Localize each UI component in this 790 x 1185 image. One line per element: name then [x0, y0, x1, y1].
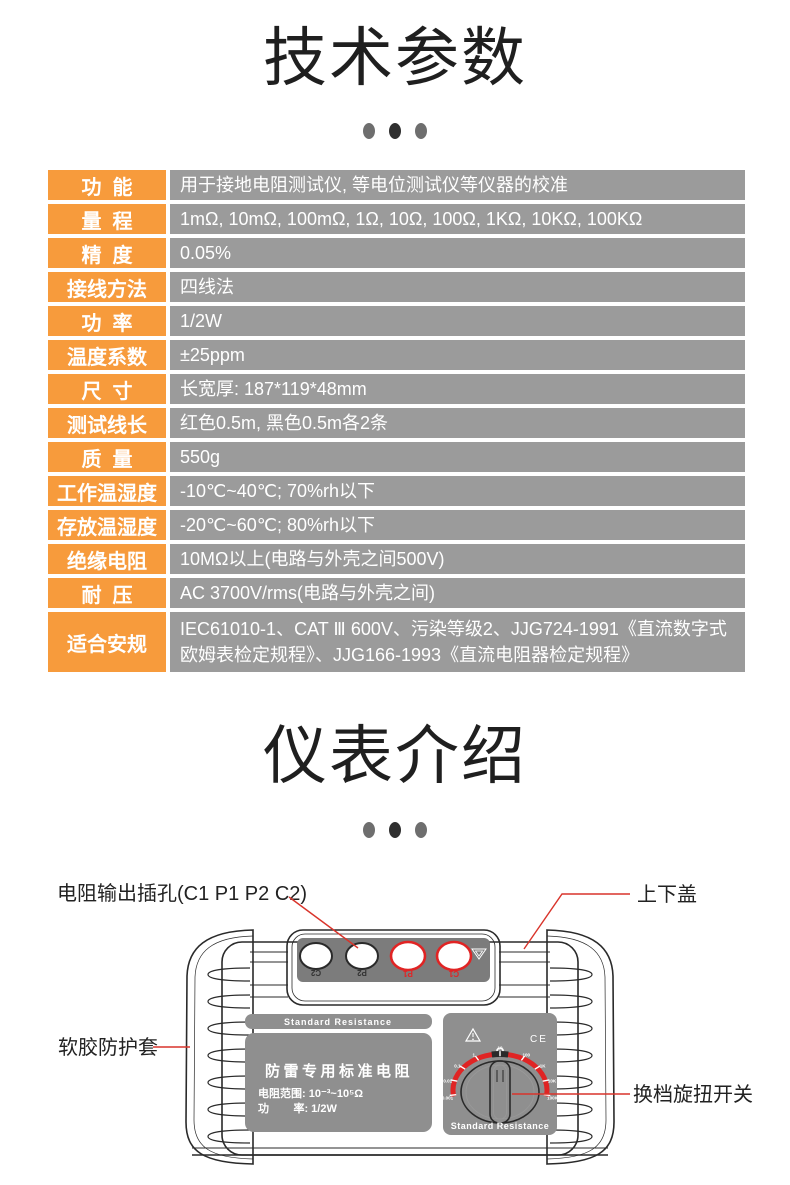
spec-row: 功 率 1/2W [48, 306, 745, 336]
spec-label: 功 率 [48, 306, 166, 336]
spec-value: 红色0.5m, 黑色0.5m各2条 [170, 408, 745, 438]
left-grip [185, 929, 254, 1165]
spec-row: 存放温湿度 -20℃~60℃; 80%rh以下 [48, 510, 745, 540]
resistance-range: 电阻范围: 10⁻³~10⁵Ω [258, 1086, 363, 1100]
device-title: 防雷专用标准电阻 [265, 1062, 413, 1080]
instrument-diagram: C2 P2 P1 C1 [57, 882, 753, 1165]
dial-scale: 0.001 0.01 0.1 1 10 100 1K 10K 100K [442, 1046, 559, 1101]
dial-scale-label: 0.001 [442, 1096, 454, 1101]
dial-scale-label: 100 [522, 1053, 530, 1058]
dial-scale-label: 0.1 [454, 1064, 461, 1069]
dot [389, 822, 401, 838]
spec-label: 质 量 [48, 442, 166, 472]
spec-value: 550g [170, 442, 745, 472]
main-nameplate [245, 1033, 432, 1132]
dot [389, 123, 401, 139]
spec-row: 精 度 0.05% [48, 238, 745, 268]
spec-label: 耐 压 [48, 578, 166, 608]
nameplate-strip-text: Standard Resistance [284, 1017, 392, 1027]
jack-c2 [299, 942, 333, 970]
spec-row: 量 程 1mΩ, 10mΩ, 100mΩ, 1Ω, 10Ω, 100Ω, 1KΩ,… [48, 204, 745, 234]
right-grip [546, 929, 615, 1165]
spec-value: 1/2W [170, 306, 745, 336]
dial-caption: Standard Resistance [451, 1121, 550, 1131]
dial-panel [443, 1013, 557, 1135]
spec-label: 功 能 [48, 170, 166, 200]
spec-value: -20℃~60℃; 80%rh以下 [170, 510, 745, 540]
nameplate-strip [245, 1014, 432, 1029]
jack-label: P2 [357, 968, 367, 977]
ce-mark: CE [530, 1034, 548, 1045]
spec-value: AC 3700V/rms(电路与外壳之间) [170, 578, 745, 608]
spec-value: -10℃~40℃; 70%rh以下 [170, 476, 745, 506]
dot [415, 822, 427, 838]
jack-p1 [389, 940, 427, 972]
spec-row: 功 能用于接地电阻测试仪, 等电位测试仪等仪器的校准 [48, 170, 745, 200]
jack-label: P1 [403, 969, 413, 978]
spec-value: 长宽厚: 187*119*48mm [170, 374, 745, 404]
spec-row: 接线方法 四线法 [48, 272, 745, 302]
dot [363, 123, 375, 139]
jack-label: C1 [448, 969, 459, 978]
spec-row: 测试线长 红色0.5m, 黑色0.5m各2条 [48, 408, 745, 438]
section-divider-dots [0, 822, 790, 838]
spec-row: 质 量 550g [48, 442, 745, 472]
callout-rubber-sleeve: 软胶防护套 [58, 1036, 158, 1059]
callout-top-bottom-cover: 上下盖 [637, 883, 697, 906]
knob-handle [489, 1060, 511, 1124]
jack-housing [286, 929, 501, 1006]
spec-label: 精 度 [48, 238, 166, 268]
spec-value: 10MΩ以上(电路与外壳之间500V) [170, 544, 745, 574]
dial-scale-label: 1 [473, 1053, 476, 1058]
power-rating: 功 率: 1/2W [258, 1101, 337, 1115]
tech-section-title: 技术参数 [263, 22, 527, 94]
spec-row: 尺 寸长宽厚: 187*119*48mm [48, 374, 745, 404]
spec-label: 接线方法 [48, 272, 166, 302]
spec-label: 存放温湿度 [48, 510, 166, 540]
spec-label: 工作温湿度 [48, 476, 166, 506]
spec-value: 四线法 [170, 272, 745, 302]
spec-value: 0.05% [170, 238, 745, 268]
jack-c1 [435, 940, 473, 972]
spec-row: 工作温湿度 -10℃~40℃; 70%rh以下 [48, 476, 745, 506]
spec-label: 适合安规 [48, 612, 166, 672]
warning-triangle-icon [471, 948, 487, 960]
callout-line-cover [523, 893, 630, 950]
spec-label: 测试线长 [48, 408, 166, 438]
spec-value: ±25ppm [170, 340, 745, 370]
dot [415, 123, 427, 139]
spec-row: 温度系数 ±25ppm [48, 340, 745, 370]
device-drawing: C2 P2 P1 C1 [185, 929, 615, 1165]
spec-label: 温度系数 [48, 340, 166, 370]
spec-row: 适合安规 IEC61010-1、CAT Ⅲ 600V、污染等级2、JJG724-1… [48, 612, 745, 672]
dial-scale-label: 0.01 [443, 1079, 452, 1084]
spec-value: 1mΩ, 10mΩ, 100mΩ, 1Ω, 10Ω, 100Ω, 1KΩ, 10… [170, 204, 745, 234]
caution-icon [464, 1027, 482, 1042]
jack-label: C2 [310, 968, 321, 977]
dial-scale-label: 10K [548, 1079, 557, 1084]
intro-section-title: 仪表介绍 [263, 720, 527, 792]
dial-scale-label: 1K [540, 1064, 547, 1069]
jack-p2 [345, 942, 379, 970]
section-divider-dots [0, 123, 790, 139]
spec-table: 功 能用于接地电阻测试仪, 等电位测试仪等仪器的校准 量 程 1mΩ, 10mΩ,… [48, 170, 745, 672]
spec-label: 绝缘电阻 [48, 544, 166, 574]
callout-output-jacks: 电阻输出插孔(C1 P1 P2 C2) [57, 882, 307, 905]
dial-scale-label: 100K [547, 1096, 559, 1101]
dial-scale-label: 10 [497, 1046, 503, 1051]
spec-label: 量 程 [48, 204, 166, 234]
rotary-knob [460, 1060, 540, 1124]
callout-line-jacks [288, 896, 359, 949]
callout-rotary-switch: 换档旋扭开关 [633, 1083, 753, 1106]
spec-value: IEC61010-1、CAT Ⅲ 600V、污染等级2、JJG724-1991《… [170, 612, 745, 672]
spec-row: 耐 压 AC 3700V/rms(电路与外壳之间) [48, 578, 745, 608]
dot [363, 822, 375, 838]
spec-row: 绝缘电阻 10MΩ以上(电路与外壳之间500V) [48, 544, 745, 574]
spec-value: 用于接地电阻测试仪, 等电位测试仪等仪器的校准 [170, 170, 745, 200]
spec-label: 尺 寸 [48, 374, 166, 404]
